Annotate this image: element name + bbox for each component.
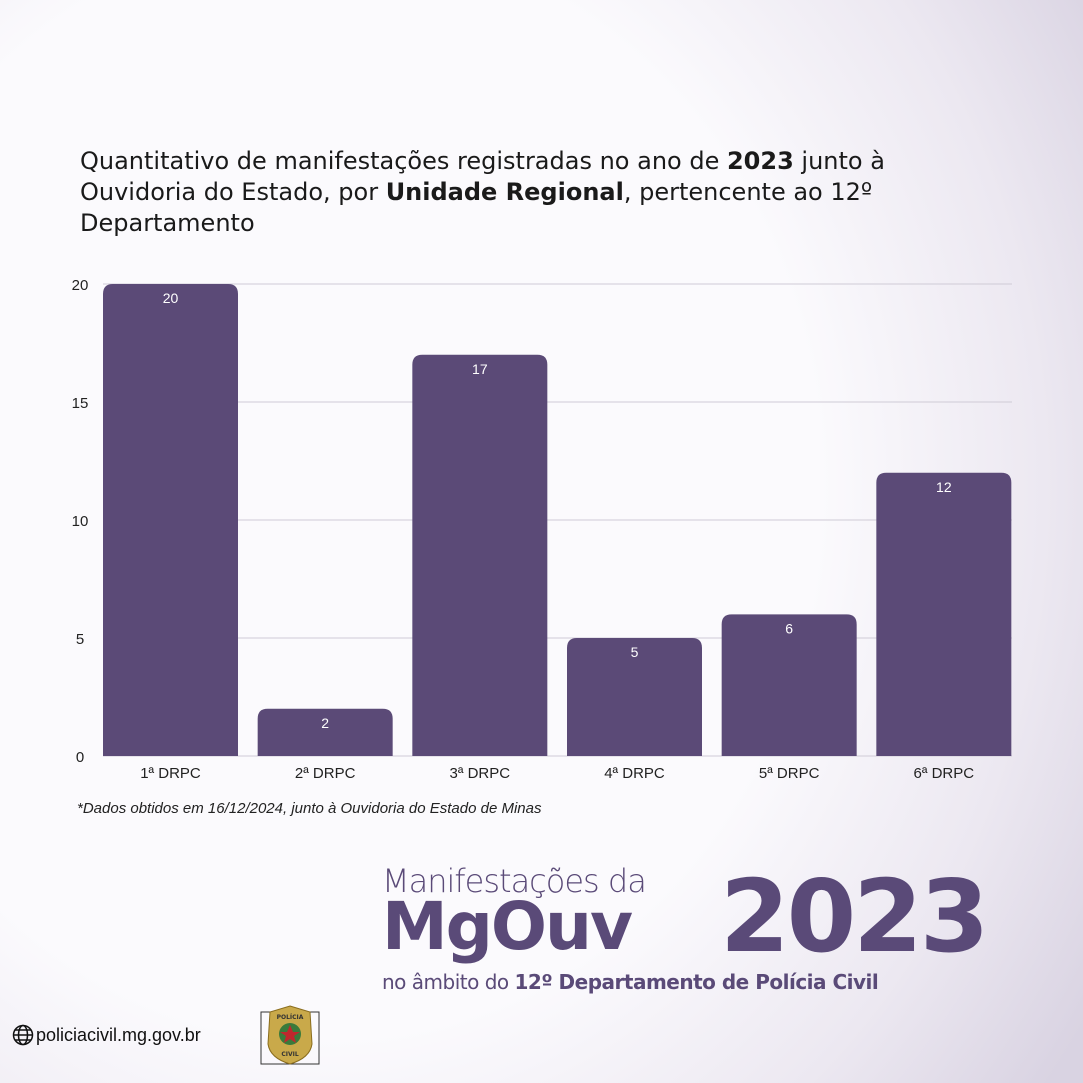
svg-text:CIVIL: CIVIL [281, 1051, 299, 1058]
x-tick-label: 4ª DRPC [604, 765, 665, 782]
x-tick-label: 3ª DRPC [450, 765, 511, 782]
x-tick-label: 6ª DRPC [914, 765, 975, 782]
brand-mgouv: MgOuv [382, 888, 633, 965]
bar-value-label: 12 [936, 479, 952, 495]
y-tick-label: 0 [76, 749, 84, 766]
bar-value-label: 6 [785, 620, 793, 636]
brand-line3: no âmbito do 12º Departamento de Polícia… [382, 970, 879, 994]
title-text: , pertencente ao 12º Departamento [80, 178, 873, 237]
y-tick-label: 15 [72, 395, 89, 412]
bar [412, 354, 548, 756]
bar [567, 638, 702, 756]
title-text: Quantitativo de manifestações registrada… [80, 147, 727, 175]
bar-value-label: 20 [163, 290, 179, 306]
bar-chart: 0 5 10 15 20 20 1ª DRPC 2 2ª DRPC 17 3ª DRPC 5 4ª DR… [72, 277, 1012, 782]
globe-icon [12, 1024, 34, 1046]
brand-line3-pre: no âmbito do [382, 970, 515, 994]
x-tick-label: 2ª DRPC [295, 765, 356, 782]
brand-line3-bold: 12º Departamento de Polícia Civil [514, 970, 879, 994]
bar [876, 472, 1012, 756]
title-year: 2023 [726, 147, 794, 175]
website-link[interactable]: policiacivil.mg.gov.br [12, 1024, 201, 1046]
bar [257, 708, 393, 756]
chart-title: Quantitativo de manifestações registrada… [80, 146, 980, 239]
brand-year: 2023 [720, 858, 989, 975]
svg-text:POLÍCIA: POLÍCIA [277, 1013, 304, 1021]
x-tick-label: 5ª DRPC [759, 765, 820, 782]
police-badge-logo: POLÍCIA CIVIL [260, 1005, 320, 1065]
bar [721, 614, 857, 756]
y-tick-label: 5 [76, 631, 84, 648]
x-tick-label: 1ª DRPC [140, 765, 201, 782]
bar-value-label: 5 [631, 644, 639, 660]
bar-value-label: 2 [321, 715, 329, 731]
title-text: junto à Ouvidoria do Estado, por [80, 147, 885, 206]
y-tick-label: 20 [72, 277, 89, 294]
y-tick-label: 10 [72, 513, 89, 530]
brand-block: Manifestações da MgOuv 2023 no âmbito do… [382, 862, 989, 995]
data-source-note: *Dados obtidos em 16/12/2024, junto à Ou… [77, 800, 542, 817]
bar-value-label: 17 [472, 361, 488, 377]
brand-line1: Manifestações da [382, 862, 647, 900]
bar [103, 284, 238, 756]
website-text: policiacivil.mg.gov.br [36, 1024, 201, 1045]
title-unit: Unidade Regional [385, 178, 624, 206]
